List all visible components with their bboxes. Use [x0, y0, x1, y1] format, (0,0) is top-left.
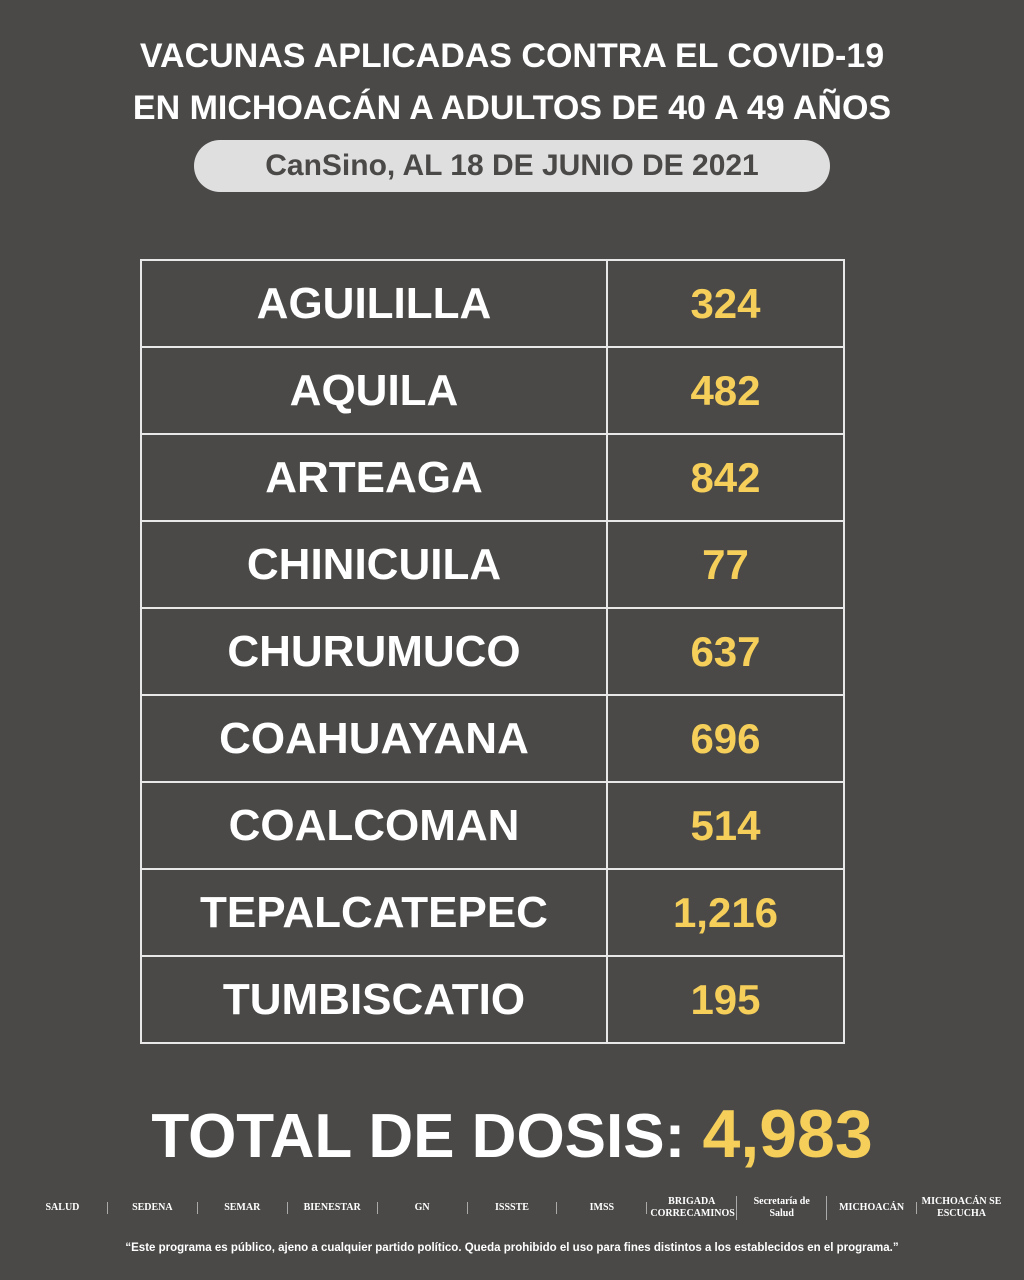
logo: IMSS [557, 1202, 648, 1214]
logo: ISSSTE [468, 1202, 558, 1214]
logo: SEMAR [198, 1202, 288, 1214]
title-line-1: VACUNAS APLICADAS CONTRA EL COVID-19 [139, 37, 885, 75]
table-row: CHINICUILA 77 [140, 520, 845, 609]
municipio-cell: TUMBISCATIO [140, 955, 608, 1044]
table-row: ARTEAGA 842 [140, 433, 845, 522]
dosis-cell: 514 [606, 781, 845, 870]
table-row: TUMBISCATIO 195 [140, 955, 845, 1044]
table-row: AGUILILLA 324 [140, 259, 845, 348]
municipio-cell: AQUILA [140, 346, 608, 435]
municipio-cell: COAHUAYANA [140, 694, 608, 783]
municipio-cell: TEPALCATEPEC [140, 868, 608, 957]
logo: BRIGADA CORRECAMINOS [647, 1196, 738, 1220]
logo: MICHOACÁN SE ESCUCHA [921, 1196, 1002, 1219]
dosis-cell: 195 [606, 955, 845, 1044]
total-doses: TOTAL DE DOSIS: 4,983 [20, 1095, 1004, 1173]
dosis-cell: 77 [606, 520, 845, 609]
logo: SALUD [18, 1202, 108, 1214]
subtitle-badge: CanSino, AL 18 DE JUNIO DE 2021 [194, 140, 830, 192]
dosis-cell: 696 [606, 694, 845, 783]
sponsor-logos: SALUD SEDENA SEMAR BIENESTAR GN ISSSTE IMSS BRI… [18, 1196, 1006, 1220]
title-line-2: EN MICHOACÁN A ADULTOS DE 40 A 49 AÑOS [132, 89, 892, 127]
logo: MICHOACÁN [827, 1202, 918, 1214]
municipio-cell: ARTEAGA [140, 433, 608, 522]
total-value: 4,983 [702, 1096, 873, 1172]
municipio-cell: COALCOMAN [140, 781, 608, 870]
table-row: COALCOMAN 514 [140, 781, 845, 870]
page-title: VACUNAS APLICADAS CONTRA EL COVID-19 EN … [20, 30, 1004, 134]
dosis-cell: 637 [606, 607, 845, 696]
total-label: TOTAL DE DOSIS: [151, 1102, 686, 1171]
municipio-cell: AGUILILLA [140, 259, 608, 348]
dosis-cell: 482 [606, 346, 845, 435]
logo: Secretaría de Salud [737, 1196, 828, 1220]
disclaimer: “Este programa es público, ajeno a cualq… [125, 1242, 899, 1254]
logo: BIENESTAR [288, 1202, 378, 1214]
table-row: CHURUMUCO 637 [140, 607, 845, 696]
municipio-cell: CHINICUILA [140, 520, 608, 609]
dosis-cell: 1,216 [606, 868, 845, 957]
table-row: COAHUAYANA 696 [140, 694, 845, 783]
table-row: TEPALCATEPEC 1,216 [140, 868, 845, 957]
doses-table: AGUILILLA 324 AQUILA 482 ARTEAGA 842 CHINICUIL… [140, 259, 845, 1044]
dosis-cell: 842 [606, 433, 845, 522]
table-row: AQUILA 482 [140, 346, 845, 435]
logo: SEDENA [108, 1202, 198, 1214]
dosis-cell: 324 [606, 259, 845, 348]
municipio-cell: CHURUMUCO [140, 607, 608, 696]
logo: GN [378, 1202, 468, 1214]
